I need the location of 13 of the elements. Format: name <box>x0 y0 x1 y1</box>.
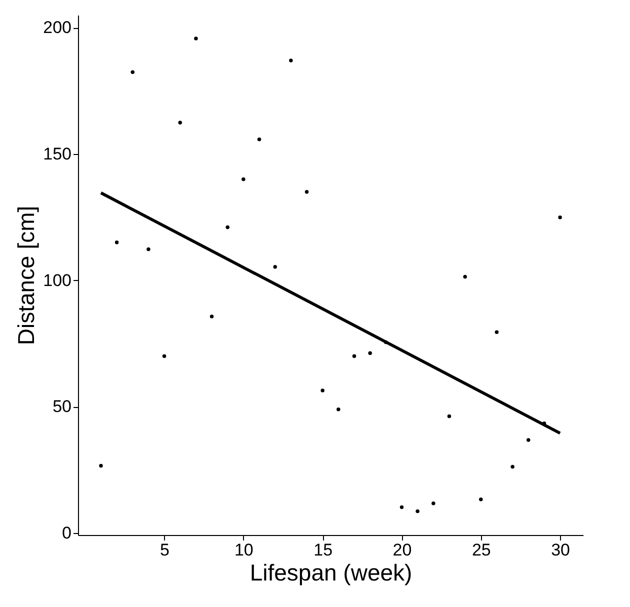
x-tick-label: 20 <box>392 540 412 560</box>
y-tick-label: 150 <box>43 144 72 164</box>
x-tick-label: 5 <box>160 540 170 560</box>
x-tick-label: 15 <box>314 540 333 560</box>
y-axis-title: Distance [cm] <box>13 206 40 346</box>
y-tick-label: 100 <box>43 270 72 290</box>
x-axis-title: Lifespan (week) <box>250 560 412 586</box>
x-tick-label: 10 <box>234 540 254 560</box>
y-tick-label: 50 <box>52 397 72 416</box>
y-tick-label: 200 <box>43 18 72 38</box>
x-tick-label: 25 <box>472 540 491 560</box>
y-tick-label: 0 <box>62 523 72 542</box>
x-tick-label: 30 <box>551 540 570 560</box>
